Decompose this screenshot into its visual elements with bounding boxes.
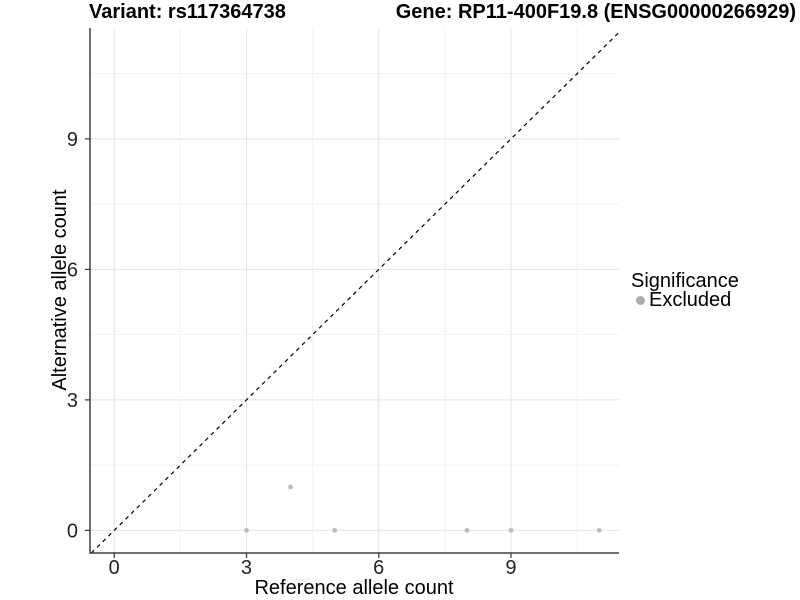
legend: Significance Excluded bbox=[631, 271, 739, 310]
variant-title: Variant: rs117364738 bbox=[89, 1, 286, 23]
x-tick-label: 9 bbox=[505, 557, 516, 579]
y-tick-label: 0 bbox=[67, 520, 78, 542]
identity-line bbox=[90, 31, 620, 554]
y-tick-label: 9 bbox=[67, 129, 78, 151]
gene-title: Gene: RP11-400F19.8 (ENSG00000266929) bbox=[395, 1, 796, 23]
x-axis-label: Reference allele count bbox=[254, 577, 454, 599]
y-axis-label: Alternative allele count bbox=[49, 189, 71, 391]
data-point bbox=[244, 527, 249, 533]
data-point bbox=[596, 527, 602, 533]
x-tick-label: 6 bbox=[373, 557, 384, 579]
data-point bbox=[332, 527, 338, 533]
legend-item-label: Excluded bbox=[649, 289, 732, 311]
legend-title: Significance bbox=[631, 270, 739, 292]
legend-item-excluded: Excluded bbox=[631, 289, 739, 311]
y-tick-label: 6 bbox=[67, 259, 78, 281]
x-tick-label: 0 bbox=[109, 557, 120, 579]
data-point bbox=[508, 527, 514, 533]
data-point bbox=[288, 484, 293, 490]
data-point bbox=[464, 527, 470, 533]
x-tick-label: 3 bbox=[241, 557, 252, 579]
excluded-point-icon bbox=[636, 296, 645, 305]
y-tick-label: 3 bbox=[67, 390, 78, 412]
